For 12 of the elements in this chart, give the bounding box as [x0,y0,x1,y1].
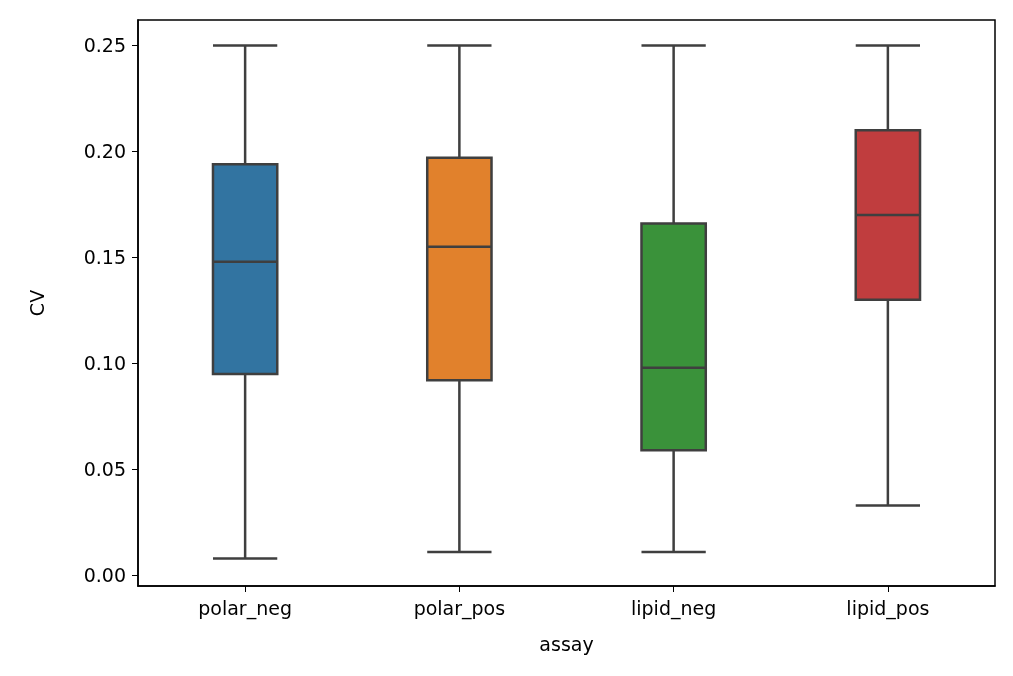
y-tick-label: 0.00 [83,564,126,587]
x-tick-label: lipid_pos [846,596,930,620]
y-tick-label: 0.05 [83,458,126,481]
x-tick-label: polar_pos [413,596,506,620]
y-tick-label: 0.10 [83,352,126,375]
x-tick-label: polar_neg [198,596,292,620]
y-axis-title: CV [25,289,48,317]
x-axis-title: assay [539,632,594,655]
y-tick-label: 0.25 [83,34,126,57]
y-tick-label: 0.15 [83,246,126,269]
y-tick-label: 0.20 [83,140,126,163]
x-tick-label: lipid_neg [631,596,717,620]
